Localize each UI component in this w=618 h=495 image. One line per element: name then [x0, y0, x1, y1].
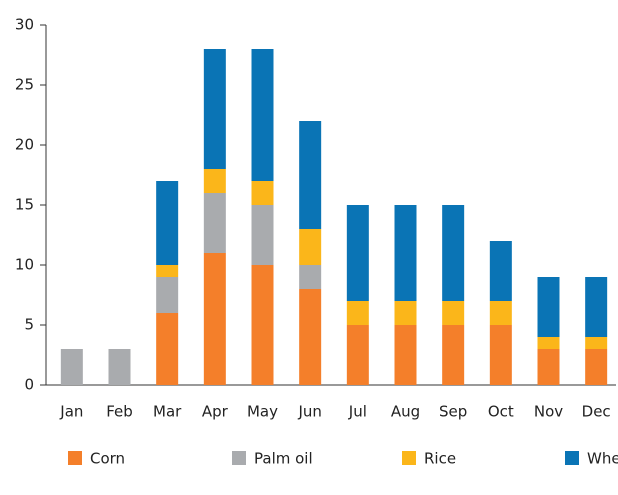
bar-segment — [299, 229, 322, 265]
bar-segment — [394, 205, 417, 301]
bar-segment — [585, 277, 608, 337]
y-tick-label: 10 — [15, 256, 34, 274]
bar-segment — [299, 265, 322, 289]
bar-segment — [537, 337, 560, 349]
bar-segment — [537, 277, 560, 337]
x-tick-label: May — [247, 403, 278, 421]
bar-segment — [299, 289, 322, 385]
bar-segment — [251, 205, 274, 265]
bar-segment — [346, 205, 369, 301]
bar-segment — [203, 253, 226, 385]
bar-segment — [585, 349, 608, 385]
x-tick-label: Nov — [534, 403, 563, 421]
bar-segment — [251, 49, 274, 181]
bar-segment — [60, 349, 83, 385]
bar-segment — [156, 277, 179, 313]
bar-segment — [537, 349, 560, 385]
x-tick-label: Mar — [153, 403, 182, 421]
bar-segment — [108, 349, 131, 385]
y-tick-label: 0 — [24, 376, 34, 394]
bar-segment — [156, 313, 179, 385]
y-tick-label: 5 — [24, 316, 34, 334]
legend-swatch — [402, 451, 416, 465]
bar-segment — [394, 301, 417, 325]
bar-segment — [489, 241, 512, 301]
bar-segment — [442, 205, 465, 301]
legend-label: Rice — [424, 450, 456, 468]
bar-segment — [251, 181, 274, 205]
x-tick-label: Sep — [439, 403, 467, 421]
bar-segment — [442, 325, 465, 385]
x-tick-label: Jan — [59, 403, 83, 421]
bar-segment — [203, 193, 226, 253]
bar-segment — [156, 181, 179, 265]
bar-segment — [346, 325, 369, 385]
x-tick-label: Oct — [488, 403, 514, 421]
legend-swatch — [68, 451, 82, 465]
legend-label: Corn — [90, 450, 125, 468]
legend-swatch — [565, 451, 579, 465]
legend-label: Palm oil — [254, 450, 313, 468]
legend-swatch — [232, 451, 246, 465]
x-tick-label: Dec — [582, 403, 611, 421]
bar-segment — [346, 301, 369, 325]
bar-segment — [203, 169, 226, 193]
y-tick-label: 20 — [15, 136, 34, 154]
x-tick-label: Jun — [297, 403, 321, 421]
x-tick-label: Apr — [202, 403, 229, 421]
legend-label: Wheat — [587, 450, 618, 468]
x-tick-label: Jul — [348, 403, 367, 421]
bar-segment — [251, 265, 274, 385]
bar-segment — [489, 301, 512, 325]
x-tick-label: Feb — [106, 403, 133, 421]
y-tick-label: 15 — [15, 196, 34, 214]
bar-segment — [585, 337, 608, 349]
bar-segment — [442, 301, 465, 325]
x-tick-label: Aug — [391, 403, 420, 421]
bar-segment — [489, 325, 512, 385]
bar-segment — [299, 121, 322, 229]
bar-segment — [203, 49, 226, 169]
y-tick-label: 25 — [15, 76, 34, 94]
bar-segment — [394, 325, 417, 385]
bar-segment — [156, 265, 179, 277]
y-tick-label: 30 — [15, 16, 34, 34]
